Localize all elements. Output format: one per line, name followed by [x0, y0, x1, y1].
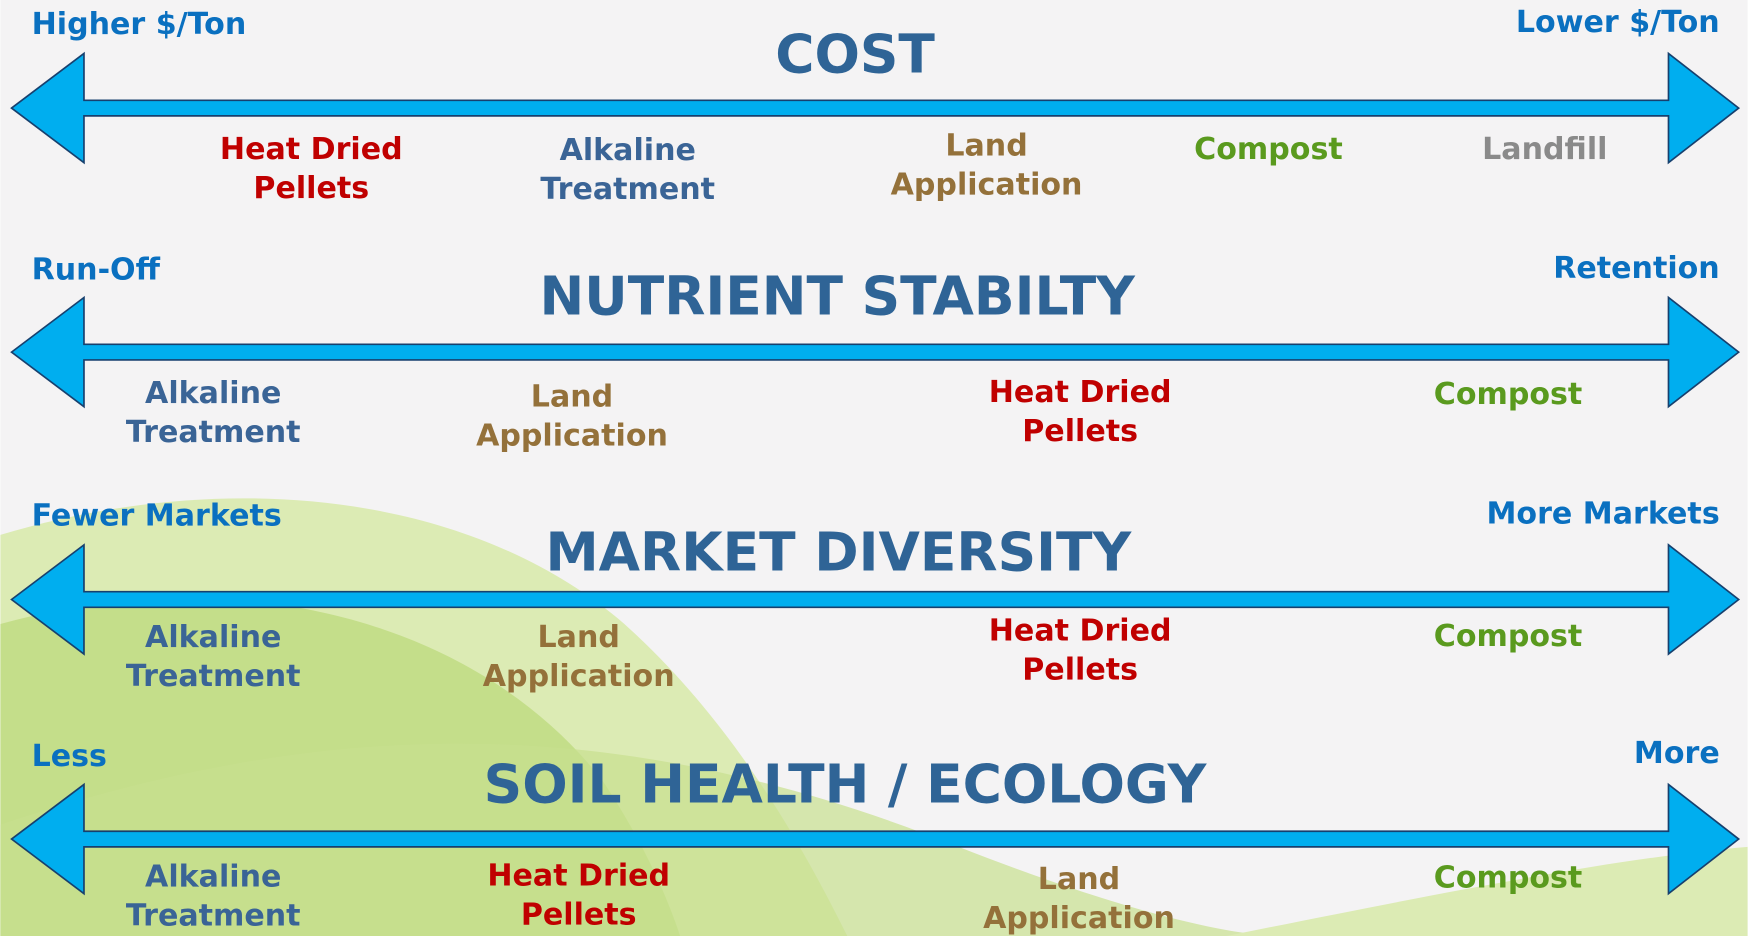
item-label: Pellets: [1022, 652, 1138, 687]
double-arrow: [10, 295, 1741, 409]
item-label: Pellets: [253, 171, 369, 206]
item-label: Pellets: [521, 897, 637, 932]
item-label: Treatment: [540, 172, 715, 207]
item-label: Land: [538, 620, 620, 655]
right-label: Lower $/Ton: [1516, 5, 1720, 40]
item-label: Heat Dried: [487, 858, 670, 893]
rows: Higher $/Ton Lower $/Ton COST Heat Dried Pel…: [10, 5, 1741, 936]
left-label: Run-Off: [32, 252, 161, 287]
item-label: Compost: [1434, 619, 1583, 654]
item-label: Application: [891, 168, 1083, 203]
item-label: Application: [483, 659, 675, 694]
item-label: Alkaline: [560, 133, 696, 168]
row-title: SOIL HEALTH / ECOLOGY: [484, 752, 1208, 815]
item-label: Application: [983, 901, 1175, 936]
item-label: Treatment: [126, 415, 301, 450]
left-label: Higher $/Ton: [32, 7, 247, 42]
item-label: Compost: [1434, 861, 1583, 896]
item-label: Compost: [1194, 132, 1343, 167]
item-label: Pellets: [1022, 414, 1138, 449]
item-label: Application: [476, 418, 668, 453]
row-title: NUTRIENT STABILTY: [540, 264, 1137, 327]
item-label: Alkaline: [145, 376, 281, 411]
item-label: Compost: [1434, 377, 1583, 412]
right-label: More Markets: [1486, 496, 1719, 531]
double-arrow: [10, 782, 1741, 896]
left-label: Less: [32, 739, 107, 774]
item-label: Alkaline: [145, 620, 281, 655]
double-arrow: [10, 51, 1741, 165]
swoosh: [1226, 846, 1748, 936]
row-title: MARKET DIVERSITY: [545, 521, 1132, 584]
right-label: More: [1634, 736, 1720, 771]
double-arrow: [10, 543, 1741, 656]
item-label: Landfill: [1482, 132, 1607, 167]
item-label: Alkaline: [145, 860, 281, 895]
item-label: Treatment: [126, 659, 301, 694]
row-title: COST: [775, 23, 935, 86]
item-label: Heat Dried: [989, 375, 1172, 410]
left-label: Fewer Markets: [32, 499, 282, 534]
item-label: Land: [531, 379, 613, 414]
item-label: Heat Dried: [989, 613, 1172, 648]
item-label: Heat Dried: [220, 132, 403, 167]
item-label: Land: [945, 129, 1027, 164]
right-label: Retention: [1553, 251, 1720, 286]
item-label: Treatment: [126, 899, 301, 934]
item-label: Land: [1038, 862, 1120, 897]
